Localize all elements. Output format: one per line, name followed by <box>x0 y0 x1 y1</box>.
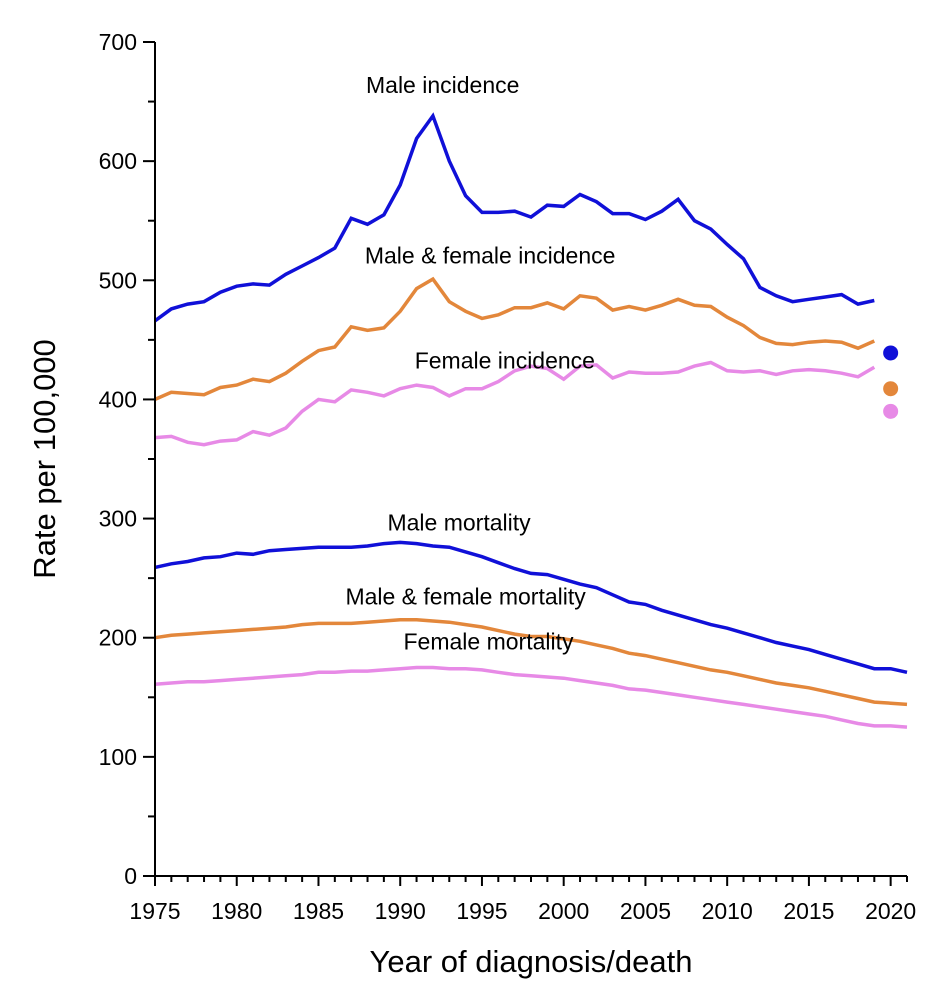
x-tick-label: 2005 <box>620 898 671 924</box>
x-tick-label: 2015 <box>783 898 834 924</box>
annotation-female-incidence: Female incidence <box>415 347 595 373</box>
series-line-female-incidence <box>154 360 876 447</box>
y-axis-title: Rate per 100,000 <box>27 339 62 579</box>
y-tick-label: 100 <box>99 744 137 770</box>
x-tick-label: 1980 <box>211 898 262 924</box>
annotation-male-incidence: Male incidence <box>366 72 519 98</box>
point-female-incidence-2020 <box>883 403 899 419</box>
series-line-male-and-female-incidence <box>154 276 876 402</box>
y-ticks: 0 100 200 300 400 500 600 700 <box>99 29 155 889</box>
series-line-female-mortality <box>154 665 908 729</box>
x-tick-label: 2020 <box>865 898 916 924</box>
annotation-male-and-female-mortality: Male & female mortality <box>345 583 586 609</box>
plot-points <box>883 345 899 419</box>
annotation-male-and-female-incidence: Male & female incidence <box>365 243 616 269</box>
point-male-and-female-incidence-2020 <box>883 381 899 397</box>
y-tick-label: 300 <box>99 506 137 532</box>
annotation-female-mortality: Female mortality <box>404 629 574 655</box>
x-tick-label: 1995 <box>456 898 507 924</box>
y-tick-label: 600 <box>99 148 137 174</box>
series-line-male-mortality <box>154 540 908 675</box>
x-tick-label: 2000 <box>538 898 589 924</box>
x-tick-label: 1975 <box>129 898 180 924</box>
annotations: Male incidence Male & female incidence Fem… <box>345 72 615 654</box>
x-axis-title: Year of diagnosis/death <box>370 944 693 979</box>
x-tick-label: 2010 <box>702 898 753 924</box>
y-tick-label: 500 <box>99 267 137 293</box>
x-tick-label: 1990 <box>375 898 426 924</box>
point-male-incidence-2020 <box>883 345 899 361</box>
x-tick-label: 1985 <box>293 898 344 924</box>
y-tick-label: 0 <box>124 863 137 889</box>
y-tick-label: 200 <box>99 625 137 651</box>
y-tick-label: 400 <box>99 386 137 412</box>
x-ticks: 1975 1980 1985 1990 1995 2000 2005 2010 2015 2020 <box>129 876 916 924</box>
y-tick-label: 700 <box>99 29 137 55</box>
series-line-male-and-female-mortality <box>154 618 908 707</box>
series-line-male-incidence <box>153 112 875 323</box>
plot-lines <box>153 112 908 729</box>
annotation-male-mortality: Male mortality <box>387 509 531 535</box>
